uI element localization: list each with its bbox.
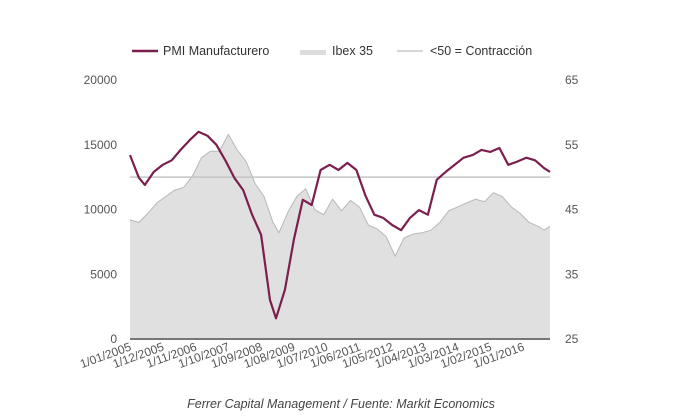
- legend-ibex-label: Ibex 35: [332, 44, 373, 58]
- left-tick-label: 0: [110, 332, 117, 346]
- ibex-line: [129, 133, 551, 258]
- legend-pmi-label: PMI Manufacturero: [163, 44, 269, 58]
- pmi-line: [128, 130, 551, 320]
- legend-threshold-label: <50 = Contracción: [430, 44, 532, 58]
- right-tick-label: 25: [565, 332, 579, 346]
- right-axis: 65 55 45 35 25: [565, 73, 579, 346]
- legend: PMI Manufacturero Ibex 35 <50 = Contracc…: [132, 44, 532, 58]
- right-tick-label: 45: [565, 203, 579, 217]
- right-tick-label: 35: [565, 267, 579, 281]
- ibex-area: [130, 134, 550, 339]
- source-caption: Ferrer Capital Management / Fuente: Mark…: [187, 397, 495, 411]
- left-tick-label: 20000: [84, 73, 118, 87]
- left-tick-label: 15000: [84, 138, 118, 152]
- right-tick-label: 65: [565, 73, 579, 87]
- x-axis: 1/01/20051/12/20051/11/20061/10/20071/09…: [78, 340, 526, 372]
- legend-ibex-swatch: [300, 50, 326, 55]
- right-tick-label: 55: [565, 138, 579, 152]
- left-tick-label: 10000: [84, 203, 118, 217]
- plot-area: [128, 130, 551, 340]
- left-axis: 20000 15000 10000 5000 0: [84, 73, 118, 346]
- left-tick-label: 5000: [90, 267, 117, 281]
